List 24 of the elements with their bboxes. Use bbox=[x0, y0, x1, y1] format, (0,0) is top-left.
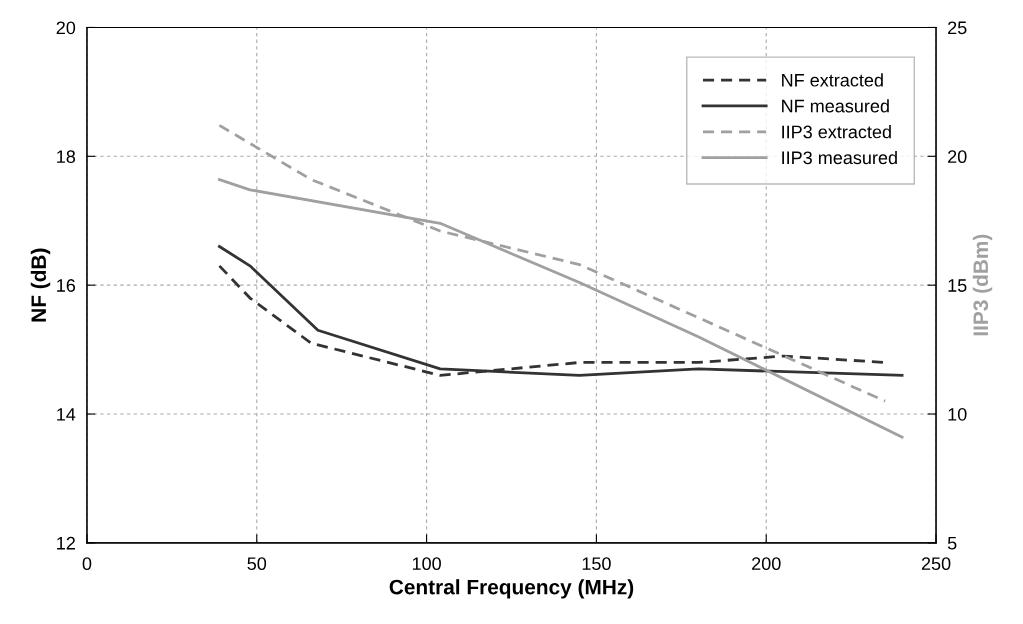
y2-axis-title: IIP3 (dBm) bbox=[972, 234, 993, 336]
legend-label: NF measured bbox=[782, 99, 889, 113]
y-tick-label: 14 bbox=[57, 408, 76, 421]
y-tick-label: 12 bbox=[57, 536, 75, 550]
x-tick-label: 200 bbox=[752, 557, 781, 571]
line-series bbox=[218, 245, 904, 377]
y-tick-label: 16 bbox=[57, 279, 76, 292]
x-tick-label: 0 bbox=[82, 557, 92, 571]
y-tick-label: 20 bbox=[56, 21, 76, 35]
legend-label: NF extracted bbox=[782, 73, 883, 87]
y2-tick-label: 20 bbox=[948, 150, 967, 164]
y2-tick-label: 10 bbox=[948, 407, 967, 421]
y2-tick-label: 15 bbox=[948, 279, 967, 292]
x-tick-label: 100 bbox=[412, 557, 441, 571]
y-tick-label: 18 bbox=[57, 150, 76, 164]
x-axis-title: Central Frequency (MHz) bbox=[389, 579, 634, 599]
y-axis-title: NF (dB) bbox=[30, 248, 51, 322]
y2-tick-label: 25 bbox=[948, 21, 967, 35]
x-tick-label: 150 bbox=[582, 557, 611, 571]
legend-label: IIP3 extracted bbox=[782, 125, 891, 139]
legend-label: IIP3 measured bbox=[782, 150, 897, 165]
x-tick-label: 250 bbox=[921, 557, 951, 571]
y2-tick-label: 5 bbox=[947, 537, 957, 550]
x-tick-label: 50 bbox=[247, 557, 267, 571]
